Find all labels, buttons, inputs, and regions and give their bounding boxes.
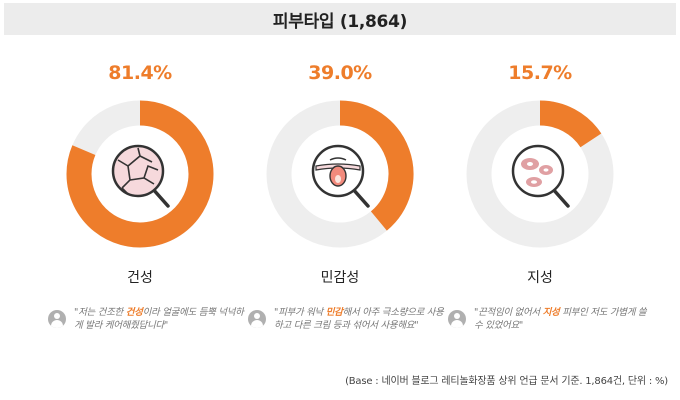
user-avatar-icon (248, 310, 266, 328)
base-note: (Base : 네이버 블로그 레티놀화장품 상위 언급 문서 기준. 1,86… (345, 376, 668, 387)
cracked-skin-icon (111, 144, 170, 208)
panel-sensitive: 39.0% 민감성 "피부가 워낙 민감해서 아주 극소량으로 사용하고 다른 … (240, 52, 444, 352)
quote-dry: "저는 건조한 건성이라 얼굴에도 듬뿍 넉넉하게 발라 케어해줬답니다" (48, 306, 248, 332)
oily-skin-icon (511, 144, 570, 208)
donut-arc-sensitive (339, 100, 414, 231)
value-label-sensitive: 39.0% (308, 62, 372, 84)
category-label-sensitive: 민감성 (320, 270, 360, 286)
quote-oily: "끈적임이 없어서 지성 피부인 저도 가볍게 쓸 수 있었어요" (448, 306, 648, 332)
donut-chart-oily (466, 100, 614, 248)
quote-sensitive: "피부가 워낙 민감해서 아주 극소량으로 사용하고 다른 크림 등과 섞어서 … (248, 306, 448, 332)
donut-arc-dry (66, 100, 214, 248)
quote-text-sensitive: "피부가 워낙 민감해서 아주 극소량으로 사용하고 다른 크림 등과 섞어서 … (274, 307, 444, 331)
sensitive-skin-icon (311, 144, 370, 208)
chart-title: 피부타입 (1,864) (272, 11, 408, 32)
donut-chart-dry (66, 100, 214, 248)
panel-oily: 15.7% 지성 "끈적임이 없어서 지성 피부인 저도 가볍게 쓸 수 있었어… (440, 52, 647, 352)
quote-text-dry: "저는 건조한 건성이라 얼굴에도 듬뿍 넉넉하게 발라 케어해줬답니다" (74, 307, 244, 331)
quote-text-oily: "끈적임이 없어서 지성 피부인 저도 가볍게 쓸 수 있었어요" (474, 307, 647, 331)
user-avatar-icon (448, 310, 466, 328)
value-label-oily: 15.7% (508, 62, 572, 84)
category-label-oily: 지성 (527, 270, 553, 286)
donut-chart-sensitive (266, 100, 414, 248)
value-label-dry: 81.4% (108, 62, 172, 84)
panel-dry: 81.4% 건성 "저는 건조한 건성이라 얼굴에도 듬뿍 넉넉하게 발라 케어… (40, 52, 244, 352)
chart-header: 피부타입 (1,864) (4, 3, 676, 35)
user-avatar-icon (48, 310, 66, 328)
category-label-dry: 건성 (127, 270, 153, 286)
donut-arc-oily (539, 100, 602, 148)
